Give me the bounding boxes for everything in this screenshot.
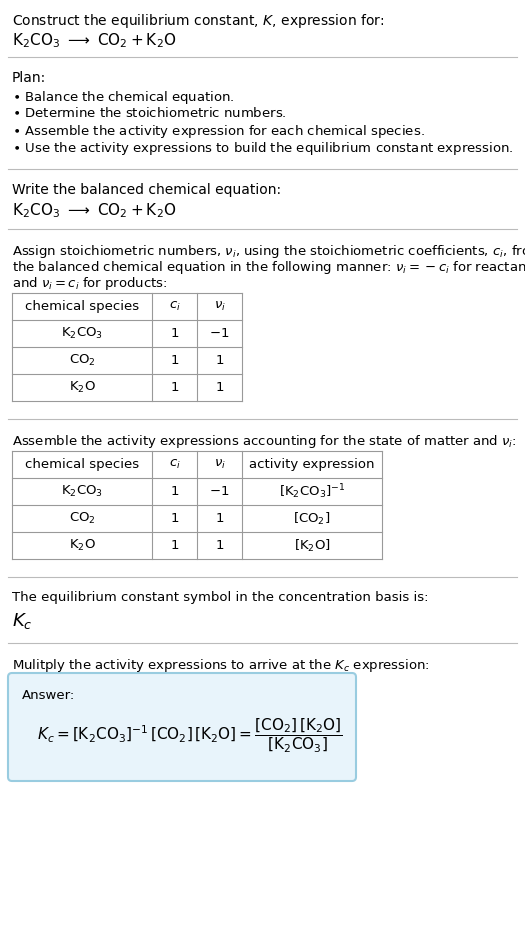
Text: $c_i$: $c_i$: [169, 458, 181, 472]
Text: $-1$: $-1$: [209, 485, 229, 498]
Text: 1: 1: [215, 512, 224, 525]
Text: $c_i$: $c_i$: [169, 300, 181, 313]
Text: $[\mathrm{K_2O}]$: $[\mathrm{K_2O}]$: [293, 538, 330, 553]
Text: $\mathrm{K_2O}$: $\mathrm{K_2O}$: [69, 380, 96, 395]
Text: $\bullet\ $Balance the chemical equation.: $\bullet\ $Balance the chemical equation…: [12, 89, 235, 106]
Text: and $\nu_i = c_i$ for products:: and $\nu_i = c_i$ for products:: [12, 275, 167, 292]
Text: $\mathrm{CO_2}$: $\mathrm{CO_2}$: [69, 353, 96, 368]
Text: $[\mathrm{CO_2}]$: $[\mathrm{CO_2}]$: [293, 511, 331, 526]
Text: Plan:: Plan:: [12, 71, 46, 85]
Text: chemical species: chemical species: [25, 300, 139, 313]
Text: Answer:: Answer:: [22, 689, 75, 702]
Text: Assign stoichiometric numbers, $\nu_i$, using the stoichiometric coefficients, $: Assign stoichiometric numbers, $\nu_i$, …: [12, 243, 525, 260]
Text: $[\mathrm{K_2CO_3}]^{-1}$: $[\mathrm{K_2CO_3}]^{-1}$: [279, 482, 345, 501]
Text: activity expression: activity expression: [249, 458, 375, 471]
Text: 1: 1: [170, 381, 178, 394]
Text: the balanced chemical equation in the following manner: $\nu_i = -c_i$ for react: the balanced chemical equation in the fo…: [12, 259, 525, 276]
Text: 1: 1: [170, 512, 178, 525]
Text: 1: 1: [170, 327, 178, 340]
Text: Assemble the activity expressions accounting for the state of matter and $\nu_i$: Assemble the activity expressions accoun…: [12, 433, 517, 450]
FancyBboxPatch shape: [8, 673, 356, 781]
Text: $\nu_i$: $\nu_i$: [214, 300, 225, 313]
Text: $\mathrm{CO_2}$: $\mathrm{CO_2}$: [69, 511, 96, 526]
Text: $\mathrm{K_2CO_3}\ \longrightarrow\ \mathrm{CO_2 + K_2O}$: $\mathrm{K_2CO_3}\ \longrightarrow\ \mat…: [12, 201, 176, 219]
Text: 1: 1: [215, 539, 224, 552]
Text: 1: 1: [215, 354, 224, 367]
Text: $-1$: $-1$: [209, 327, 229, 340]
Text: $\mathrm{K_2CO_3}$: $\mathrm{K_2CO_3}$: [61, 326, 103, 341]
Text: $\bullet\ $Determine the stoichiometric numbers.: $\bullet\ $Determine the stoichiometric …: [12, 106, 287, 120]
Text: $\mathrm{K_2CO_3}$: $\mathrm{K_2CO_3}$: [61, 484, 103, 499]
Text: $\bullet\ $Assemble the activity expression for each chemical species.: $\bullet\ $Assemble the activity express…: [12, 123, 425, 140]
Text: 1: 1: [170, 354, 178, 367]
Text: Construct the equilibrium constant, $K$, expression for:: Construct the equilibrium constant, $K$,…: [12, 12, 384, 30]
Text: $K_c$: $K_c$: [12, 611, 33, 631]
Text: 1: 1: [170, 539, 178, 552]
Text: Write the balanced chemical equation:: Write the balanced chemical equation:: [12, 183, 281, 197]
Text: 1: 1: [170, 485, 178, 498]
Text: $\nu_i$: $\nu_i$: [214, 458, 225, 472]
Text: $\mathrm{K_2O}$: $\mathrm{K_2O}$: [69, 538, 96, 553]
Text: chemical species: chemical species: [25, 458, 139, 471]
Text: $\mathrm{K_2CO_3}\ \longrightarrow\ \mathrm{CO_2 + K_2O}$: $\mathrm{K_2CO_3}\ \longrightarrow\ \mat…: [12, 31, 176, 49]
Text: The equilibrium constant symbol in the concentration basis is:: The equilibrium constant symbol in the c…: [12, 591, 428, 604]
Text: $K_c = [\mathrm{K_2CO_3}]^{-1}\,[\mathrm{CO_2}]\,[\mathrm{K_2O}] = \dfrac{[\math: $K_c = [\mathrm{K_2CO_3}]^{-1}\,[\mathrm…: [37, 717, 342, 755]
Text: $\bullet\ $Use the activity expressions to build the equilibrium constant expres: $\bullet\ $Use the activity expressions …: [12, 140, 513, 157]
Text: 1: 1: [215, 381, 224, 394]
Text: Mulitply the activity expressions to arrive at the $K_c$ expression:: Mulitply the activity expressions to arr…: [12, 657, 430, 674]
